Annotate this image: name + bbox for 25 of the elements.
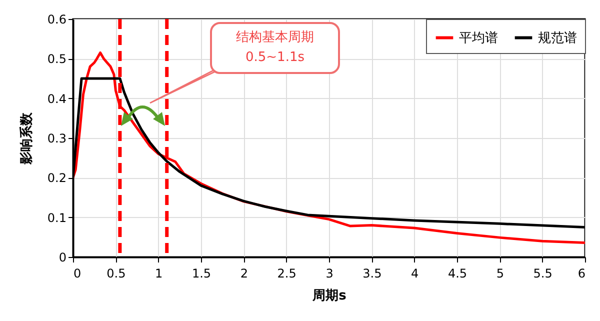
x-tick-label: 0 [74, 266, 82, 280]
x-tick-label: 2 [240, 266, 248, 280]
x-tick-label: 1 [155, 266, 163, 280]
y-tick-label: 0 [58, 250, 66, 264]
x-tick-label: 0.5 [106, 266, 126, 280]
x-tick-label: 2.5 [277, 266, 296, 280]
y-tick-label: 0.1 [47, 210, 66, 225]
y-tick-label: 0.6 [47, 12, 66, 26]
x-tick-label: 5 [496, 266, 504, 280]
x-axis-title: 周期s [312, 288, 347, 304]
y-tick-label: 0.3 [47, 132, 66, 146]
x-tick-label: 5.5 [533, 266, 552, 280]
callout-box: 结构基本周期 0.5~1.1s [210, 22, 340, 74]
x-tick-label: 1.5 [192, 266, 212, 280]
x-tick-label: 4 [411, 266, 419, 280]
legend-label: 平均谱 [459, 30, 498, 46]
y-tick-label: 0.5 [47, 52, 66, 66]
y-tick-label: 0.4 [47, 92, 66, 106]
x-tick-label: 4.5 [448, 266, 468, 280]
y-tick-label: 0.2 [47, 171, 66, 186]
x-tick-label: 6 [578, 266, 586, 280]
y-axis-title: 影响系数 [18, 112, 34, 166]
x-tick-label: 3.5 [362, 266, 382, 280]
x-tick-label: 3 [326, 266, 334, 280]
legend-label: 规范谱 [538, 30, 577, 46]
